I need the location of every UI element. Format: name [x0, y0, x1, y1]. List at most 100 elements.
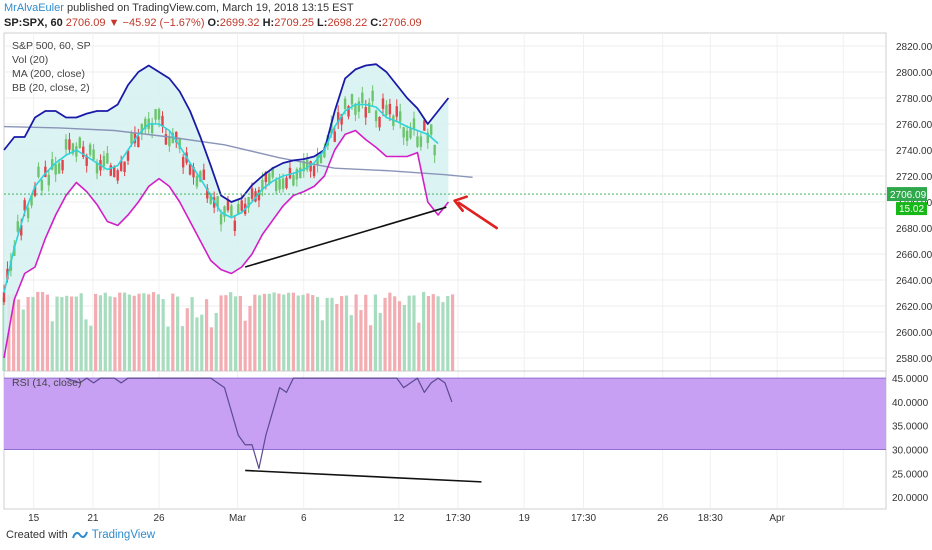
volume-bar	[258, 295, 262, 371]
volume-bar	[306, 293, 310, 371]
volume-bar	[267, 293, 271, 371]
legend-ma[interactable]: MA (200, close)	[12, 68, 85, 80]
volume-bar	[417, 322, 421, 371]
candle-body	[209, 193, 212, 204]
symbol-label: SP:SPX, 60	[4, 17, 63, 29]
volume-bar	[393, 296, 397, 371]
time-tick-label: 26	[657, 513, 669, 524]
volume-bar	[36, 291, 40, 371]
candle-body	[68, 139, 71, 150]
rsi-tick-label: 45.0000	[892, 374, 929, 385]
candle-body	[30, 195, 33, 206]
candle-body	[257, 189, 261, 201]
candle-body	[133, 132, 137, 144]
symbol-header: SP:SPX, 60 2706.09 ▼ −45.92 (−1.67%) O:2…	[4, 17, 422, 29]
candle-body	[75, 146, 78, 157]
candle-body	[323, 146, 326, 158]
open-label: O:	[207, 17, 220, 29]
last-price-tag	[887, 187, 927, 202]
candle-body	[233, 220, 237, 232]
candle-body	[385, 104, 388, 116]
open-value: 2699.32	[219, 17, 260, 29]
volume-bar	[243, 320, 247, 371]
candle-body	[230, 205, 233, 216]
time-tick-label: 17:30	[446, 513, 471, 524]
legend-volume[interactable]: Vol (20)	[12, 54, 49, 66]
candle-body	[302, 160, 305, 172]
time-tick-label: 15	[28, 513, 40, 524]
candle-body	[85, 155, 88, 166]
legend-title[interactable]: S&P 500, 60, SP	[12, 40, 91, 52]
last-price: 2706.09	[65, 17, 106, 29]
candle-body	[150, 122, 154, 134]
candle-body	[240, 200, 243, 211]
candle-body	[268, 173, 271, 184]
candle-body	[402, 127, 405, 138]
candle-body	[292, 175, 295, 186]
legend-rsi[interactable]: RSI (14, close)	[12, 377, 82, 389]
price-tick-label: 2760.00	[896, 120, 932, 131]
candle-body	[426, 132, 429, 144]
volume-bar	[253, 294, 257, 371]
candle-body	[430, 124, 433, 135]
candle-body	[154, 109, 157, 120]
volume-bar	[446, 295, 450, 371]
volume-bar	[422, 291, 426, 371]
candle-body	[61, 159, 64, 171]
volume-tag-label: 15.02	[899, 204, 924, 215]
candle-body	[368, 102, 371, 114]
candle-body	[206, 188, 209, 199]
candle-body	[126, 150, 130, 161]
legend-bb[interactable]: BB (20, close, 2)	[12, 82, 90, 94]
candle-body	[188, 164, 192, 175]
volume-bar	[69, 296, 74, 371]
candle-body	[226, 199, 230, 211]
candle-body	[51, 159, 54, 170]
created-with-label: Created with	[6, 529, 68, 541]
volume-bar	[364, 294, 368, 371]
candle-body	[123, 161, 126, 173]
candle-body	[57, 163, 61, 174]
candle-body	[285, 177, 288, 189]
candle-body	[350, 94, 354, 105]
volume-bar	[79, 293, 83, 371]
time-tick-label: 19	[519, 513, 531, 524]
author-link[interactable]: MrAlvaEuler	[4, 2, 64, 14]
volume-bar	[402, 304, 406, 371]
bb-middle-line	[3, 103, 439, 294]
volume-bar	[98, 295, 103, 371]
volume-bar	[344, 295, 349, 371]
candle-body	[223, 206, 226, 217]
volume-bar	[441, 302, 445, 371]
volume-bar	[383, 297, 387, 371]
time-tick-label: 26	[153, 513, 165, 524]
candle-body	[254, 191, 257, 202]
publish-info: published on TradingView.com, March 19, …	[63, 2, 354, 14]
volume-bar	[180, 326, 185, 371]
price-tick-label: 2680.00	[896, 224, 932, 235]
volume-bar	[31, 296, 35, 371]
volume-bar	[311, 295, 315, 371]
volume-bar	[147, 294, 151, 371]
candle-body	[388, 103, 392, 115]
candle-body	[178, 138, 181, 149]
close-label: C:	[370, 17, 382, 29]
candle-body	[419, 136, 423, 147]
volume-bar	[89, 325, 93, 371]
tradingview-link[interactable]: TradingView	[91, 529, 156, 541]
candle-body	[157, 109, 161, 120]
rsi-tick-label: 25.0000	[892, 469, 929, 480]
candle-body	[113, 166, 116, 177]
price-tick-label: 2620.00	[896, 302, 932, 313]
candle-body	[237, 204, 240, 215]
candle-body	[195, 176, 199, 187]
price-tick-label: 2640.00	[896, 276, 932, 287]
volume-bar	[359, 310, 363, 371]
bb-upper-line	[3, 63, 450, 203]
candle-body	[16, 221, 19, 232]
ma200-line	[3, 125, 473, 178]
candle-body	[340, 114, 343, 125]
volume-bar	[195, 317, 199, 371]
volume-bar	[176, 296, 180, 371]
